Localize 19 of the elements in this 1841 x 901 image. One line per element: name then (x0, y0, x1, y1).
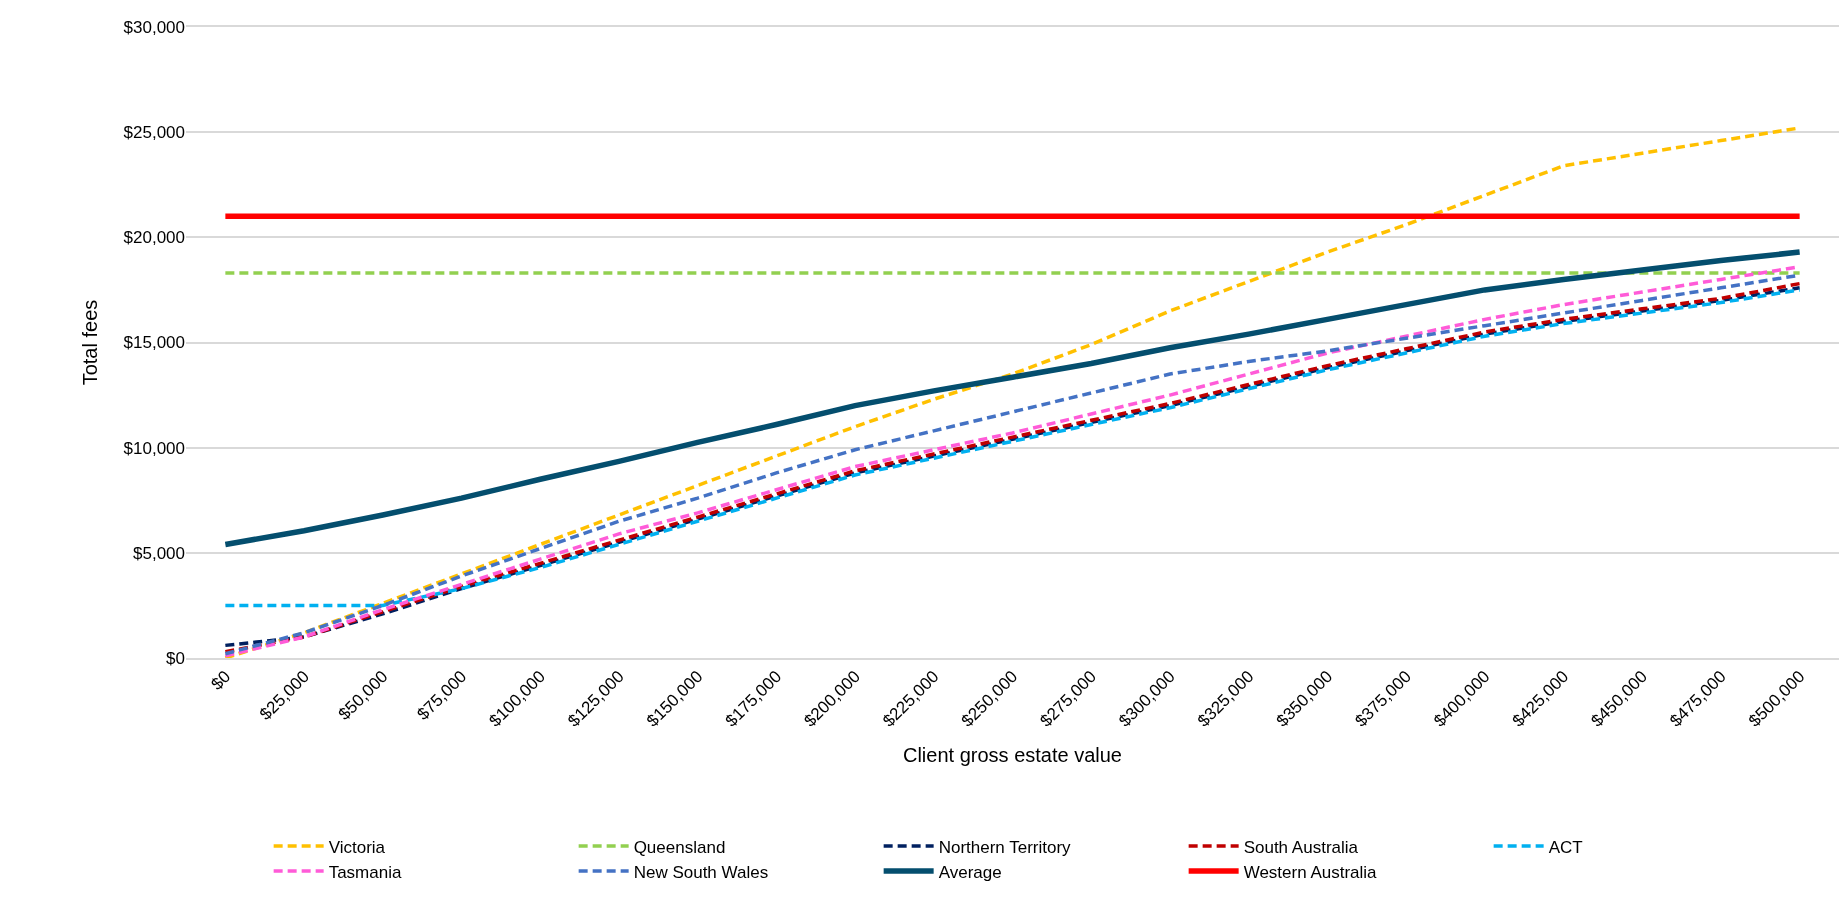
legend-label: New South Wales (633, 862, 769, 882)
y-tick-label: $5,000 (133, 543, 185, 563)
y-tick-label: $20,000 (123, 228, 185, 248)
legend-label: Average (938, 862, 1002, 882)
legend-label: South Australia (1243, 837, 1359, 857)
x-tick-label: $0 (207, 667, 235, 694)
y-tick-label: $25,000 (123, 123, 185, 143)
legend-label: Tasmania (328, 862, 402, 882)
legend-label: Western Australia (1243, 862, 1378, 882)
y-tick-label: $0 (166, 648, 185, 668)
y-tick-label: $15,000 (123, 333, 185, 353)
y-tick-label: $30,000 (123, 17, 185, 37)
y-tick-label: $10,000 (123, 438, 185, 458)
legend-label: Victoria (328, 837, 386, 857)
legend-label: Queensland (633, 837, 726, 857)
legend-label: Northern Territory (938, 837, 1072, 857)
y-axis-title: Total fees (79, 299, 102, 386)
x-axis-title: Client gross estate value (902, 743, 1123, 766)
legend-label: ACT (1548, 837, 1583, 857)
